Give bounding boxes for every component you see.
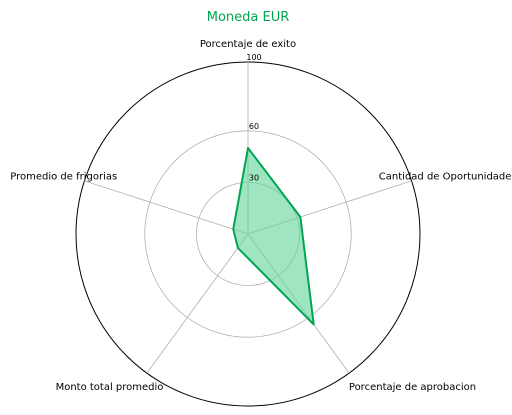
radial-ticks: 30 60 100 [246, 53, 261, 182]
tick-label: 60 [249, 122, 259, 131]
tick-label: 100 [246, 53, 261, 62]
tick-label: 30 [249, 173, 259, 182]
axis-label: Cantidad de Oportunidades [379, 171, 512, 182]
series-area [233, 148, 314, 325]
axis-label: Promedio de frigorias [10, 171, 117, 182]
axis-label: Porcentaje de exito [200, 39, 296, 50]
spoke-line [146, 233, 249, 374]
axis-label: Monto total promedio [56, 382, 164, 393]
axis-labels: Porcentaje de exito Cantidad de Oportunid… [10, 39, 512, 393]
data-series [232, 147, 315, 326]
series-line [232, 147, 315, 326]
chart-title: Moneda EUR [207, 10, 290, 25]
axis-label: Porcentaje de aprobacion [349, 382, 476, 393]
spoke-line [84, 180, 249, 235]
